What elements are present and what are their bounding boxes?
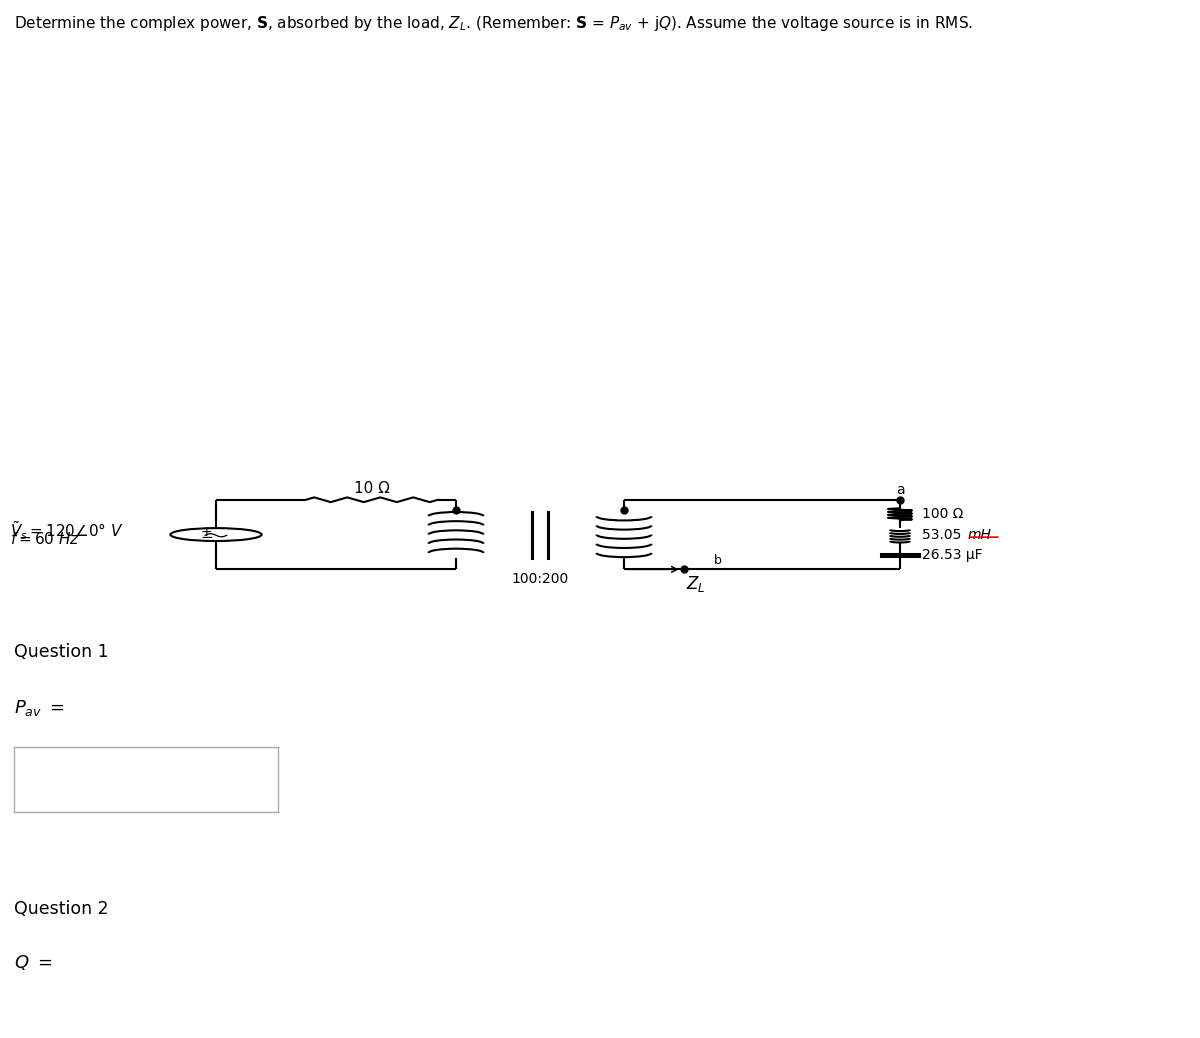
Text: 100 Ω: 100 Ω xyxy=(922,508,962,521)
Text: 53.05: 53.05 xyxy=(922,528,965,543)
Text: Determine the complex power, $\mathbf{S}$, absorbed by the load, $Z_L$. (Remembe: Determine the complex power, $\mathbf{S}… xyxy=(14,13,973,33)
Text: b: b xyxy=(714,554,722,568)
Text: −: − xyxy=(200,529,212,545)
Text: Question 2: Question 2 xyxy=(14,900,109,919)
Text: 26.53 μF: 26.53 μF xyxy=(922,548,983,562)
Text: $Z_L$: $Z_L$ xyxy=(686,574,706,595)
Text: $P_{av}\ =$: $P_{av}\ =$ xyxy=(14,699,66,718)
Text: $Q\ =$: $Q\ =$ xyxy=(14,953,53,972)
Text: mH: mH xyxy=(967,528,991,543)
Text: $\tilde{V}_s = 120\angle 0°\ V$: $\tilde{V}_s = 120\angle 0°\ V$ xyxy=(10,520,124,542)
Text: a: a xyxy=(895,483,905,497)
Text: $f = 60\ Hz$: $f = 60\ Hz$ xyxy=(10,530,79,547)
Text: +: + xyxy=(200,525,212,539)
Text: Question 1: Question 1 xyxy=(14,643,109,661)
Text: 100:200: 100:200 xyxy=(511,572,569,586)
Text: 10 Ω: 10 Ω xyxy=(354,481,390,496)
